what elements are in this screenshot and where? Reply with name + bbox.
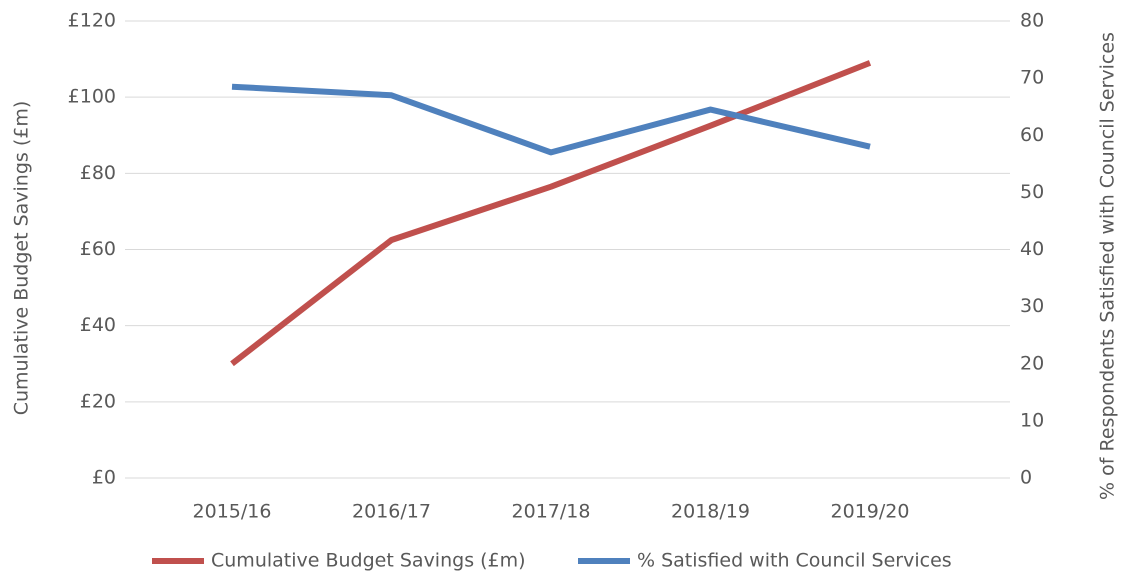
x-tick-label: 2018/19 [671, 501, 750, 523]
y-tick-label: £60 [80, 238, 116, 260]
series-line [231, 83, 871, 156]
y-tick-label: £80 [80, 162, 116, 184]
y2-tick-label: 80 [1020, 10, 1044, 32]
y-tick-label: £0 [92, 467, 116, 489]
y-tick-label: £20 [80, 390, 116, 412]
y-axis-title: Cumulative Budget Savings (£m) [11, 101, 33, 416]
y2-tick-label: 50 [1020, 181, 1044, 203]
x-tick-label: 2015/16 [193, 501, 272, 523]
y2-tick-label: 40 [1020, 238, 1044, 260]
series-line [230, 60, 872, 367]
y2-tick-label: 60 [1020, 124, 1044, 146]
x-tick-label: 2016/17 [352, 501, 431, 523]
y-tick-label: £120 [68, 10, 116, 32]
y-tick-label: £100 [68, 86, 116, 108]
y2-tick-label: 70 [1020, 67, 1044, 89]
legend-label: % Satisfied with Council Services [637, 550, 952, 572]
y2-tick-label: 10 [1020, 409, 1044, 431]
y-tick-label: £40 [80, 314, 116, 336]
y2-axis-title: % of Respondents Satisfied with Council … [1097, 32, 1119, 500]
x-tick-label: 2017/18 [512, 501, 591, 523]
y2-tick-label: 30 [1020, 295, 1044, 317]
legend-label: Cumulative Budget Savings (£m) [211, 550, 526, 572]
y2-tick-label: 20 [1020, 352, 1044, 374]
x-tick-label: 2019/20 [831, 501, 910, 523]
y2-tick-label: 0 [1020, 467, 1032, 489]
